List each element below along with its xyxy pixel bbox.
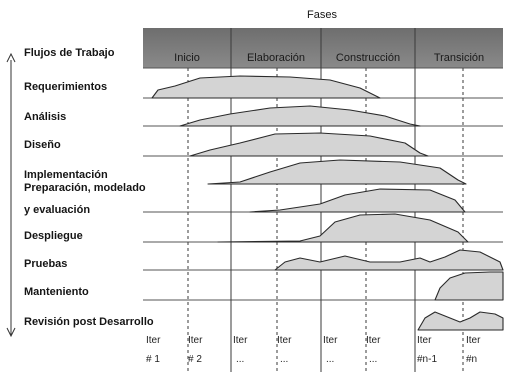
workflow-despliegue: Despliegue — [24, 230, 83, 242]
workflow-manteniento: Manteniento — [24, 286, 89, 298]
curve-requerimientos — [151, 75, 381, 99]
curve-revision-post — [417, 311, 504, 331]
workflow-implementacion: Implementación — [24, 169, 108, 181]
curve-diseno — [189, 132, 429, 157]
workflow-axis-arrow-down — [6, 327, 16, 338]
iteration-6-label: Iter — [366, 335, 381, 346]
iteration-6-number: ... — [369, 354, 378, 365]
phases-title: Fases — [307, 9, 337, 21]
workflow-axis-arrow-up — [6, 52, 16, 63]
curve-preparacion — [249, 188, 466, 213]
workflow-effort-curves — [151, 75, 504, 331]
iteration-3-label: Iter — [233, 335, 248, 346]
curve-implementacion — [207, 159, 467, 185]
iteration-2-label: Iter — [188, 335, 203, 346]
phase-inicio: Inicio — [174, 52, 200, 64]
workflow-preparacion: Preparación, modelado — [24, 182, 146, 194]
iteration-1-number: # 1 — [146, 354, 160, 365]
iteration-n-label: Iter — [466, 335, 481, 346]
workflow-diseno: Diseño — [24, 139, 61, 151]
phase-transicion: Transición — [433, 52, 485, 64]
workflow-revision-post: Revisión post Desarrollo — [24, 316, 154, 328]
curve-manteniento — [434, 271, 504, 301]
iteration-2-number: # 2 — [188, 354, 202, 365]
curve-despliegue — [217, 213, 469, 243]
phase-elaboracion: Elaboración — [246, 52, 306, 64]
iteration-5-number: ... — [326, 354, 335, 365]
iteration-n-1-label: Iter — [417, 335, 432, 346]
phase-construccion: Construcción — [335, 52, 401, 64]
workflow-analisis: Análisis — [24, 111, 67, 123]
curve-pruebas — [274, 249, 504, 271]
iteration-5-label: Iter — [323, 335, 338, 346]
iteration-3-number: ... — [236, 354, 245, 365]
iteration-4-number: ... — [280, 354, 289, 365]
phase-header-band — [143, 28, 503, 68]
workflows-title: Flujos de Trabajo — [24, 47, 115, 59]
workflow-pruebas: Pruebas — [24, 258, 68, 270]
workflow-requerimientos: Requerimientos — [24, 81, 108, 93]
iteration-4-label: Iter — [277, 335, 292, 346]
iteration-n-number: #n — [466, 354, 478, 365]
iteration-1-label: Iter — [146, 335, 161, 346]
iteration-n-1-number: #n-1 — [417, 354, 438, 365]
curve-analisis — [179, 105, 421, 127]
workflow-evaluacion: y evaluación — [24, 204, 91, 216]
